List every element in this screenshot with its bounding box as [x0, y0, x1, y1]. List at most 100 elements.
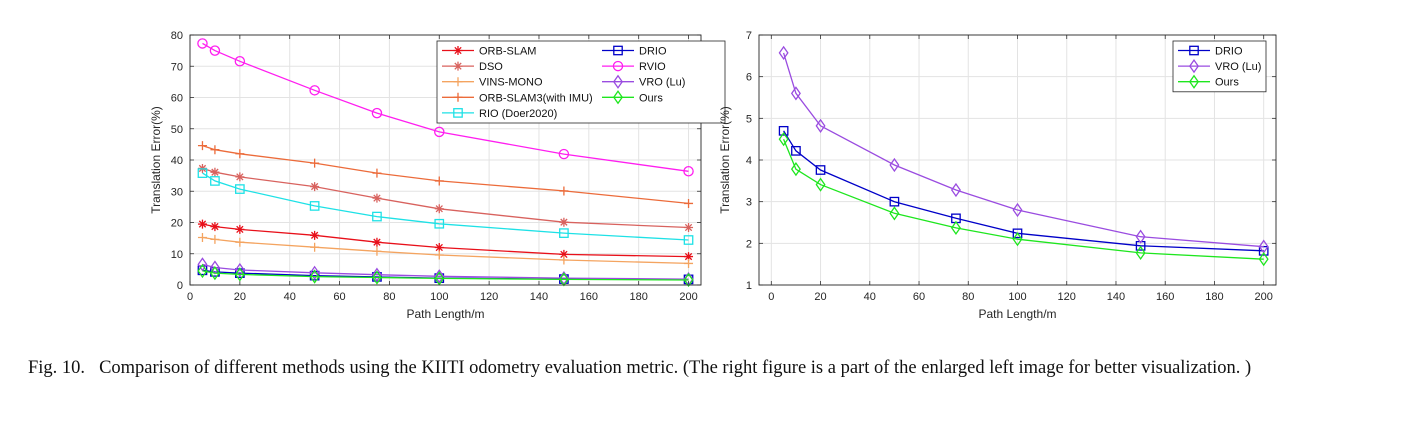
data-point	[778, 132, 789, 147]
data-point	[1012, 202, 1023, 218]
data-point	[684, 198, 694, 208]
legend-label: VRO (Lu)	[639, 77, 685, 89]
x-tick-label: 80	[962, 291, 974, 303]
series-line	[202, 167, 689, 229]
data-point	[889, 196, 900, 207]
series-line	[782, 52, 1264, 248]
legend-marker	[612, 60, 624, 72]
legend-label: ORB-SLAM3(with IMU)	[479, 92, 593, 104]
data-point	[197, 38, 208, 49]
y-axis-label: Translation Error(%)	[718, 106, 732, 214]
y-tick-label: 7	[746, 30, 752, 42]
y-tick-label: 3	[746, 197, 752, 209]
x-tick-label: 120	[480, 291, 498, 303]
data-point	[372, 193, 382, 203]
legend-label: DRIO	[1215, 46, 1243, 58]
legend-marker	[1189, 45, 1199, 56]
legend-marker	[1189, 74, 1199, 89]
y-tick-label: 1	[746, 280, 752, 292]
series-line	[782, 138, 1264, 260]
series-rvio	[197, 38, 694, 177]
x-axis-label: Path Length/m	[978, 307, 1056, 321]
data-point	[372, 168, 382, 178]
series-vro-lu-	[778, 45, 1269, 254]
data-point	[684, 223, 694, 232]
data-point	[310, 242, 320, 252]
data-point	[815, 165, 826, 175]
y-tick-label: 40	[171, 155, 183, 167]
data-point	[434, 126, 445, 138]
data-point	[371, 267, 382, 282]
x-tick-label: 140	[530, 291, 548, 303]
data-point	[234, 56, 246, 67]
series-rio-doer2020-	[197, 168, 694, 245]
legend-marker	[453, 61, 463, 71]
data-point	[372, 211, 382, 222]
data-point	[197, 263, 208, 279]
data-point	[235, 224, 245, 234]
data-point	[209, 45, 221, 56]
legend-box	[436, 40, 726, 124]
caption-label: Fig. 10.	[28, 358, 86, 378]
data-point	[1258, 252, 1269, 267]
data-point	[235, 237, 245, 247]
legend: DRIO VRO (Lu) Ours	[1172, 40, 1267, 93]
y-tick-label: 0	[177, 280, 183, 292]
data-point	[558, 148, 570, 160]
x-tick-label: 120	[1058, 291, 1076, 303]
x-tick-label: 160	[580, 291, 598, 303]
data-point	[684, 258, 694, 268]
data-point	[371, 107, 383, 119]
chart-1: 0 20 40 60 80 100 120 140 160 180 200 0 10 20 30 40 50 60…	[149, 30, 726, 321]
data-point	[1012, 232, 1023, 247]
data-point	[434, 204, 444, 214]
data-point	[950, 220, 961, 236]
y-tick-label: 4	[746, 155, 752, 167]
data-point	[889, 157, 900, 173]
legend-marker	[453, 108, 463, 118]
x-tick-label: 20	[814, 291, 826, 303]
data-point	[791, 145, 801, 156]
data-point	[778, 45, 789, 61]
data-point	[559, 228, 569, 238]
data-point	[310, 182, 320, 192]
data-point	[559, 249, 569, 259]
data-point	[1135, 229, 1146, 244]
y-tick-label: 50	[171, 124, 183, 136]
data-point	[684, 252, 694, 262]
y-tick-label: 20	[171, 218, 183, 230]
data-point	[210, 145, 220, 155]
legend-label: RIO (Doer2020)	[479, 108, 557, 120]
data-point	[372, 237, 382, 247]
data-point	[790, 86, 801, 101]
data-point	[434, 243, 444, 252]
legend-label: DRIO	[639, 46, 667, 58]
legend-marker	[453, 77, 463, 87]
chart-2: 0 20 40 60 80 100 120 140 160 180 200 1 2 3 4 5 6 7 Path L…	[718, 30, 1277, 321]
legend-label: VRO (Lu)	[1215, 61, 1261, 73]
data-point	[234, 267, 245, 282]
data-point	[235, 184, 245, 194]
series-ours	[197, 263, 694, 288]
data-point	[371, 270, 382, 285]
x-tick-label: 200	[679, 291, 697, 303]
x-tick-label: 80	[383, 291, 395, 303]
data-point	[234, 262, 245, 278]
series-orb-slam	[197, 219, 694, 262]
x-tick-label: 100	[1008, 291, 1026, 303]
x-tick-label: 60	[913, 291, 925, 303]
data-point	[559, 217, 569, 227]
data-point	[1012, 228, 1023, 239]
legend-label: VINS-MONO	[479, 77, 543, 89]
legend: ORB-SLAM DSO VINS-MONO ORB-SLAM3(with IMU) R…	[436, 40, 726, 124]
legend-label: Ours	[1215, 77, 1239, 89]
legend-marker	[453, 92, 463, 102]
data-point	[210, 222, 220, 232]
series-drio	[778, 125, 1269, 256]
legend-marker	[453, 46, 463, 55]
data-point	[235, 172, 245, 182]
data-point	[1135, 245, 1146, 261]
x-tick-label: 20	[234, 291, 246, 303]
data-point	[210, 234, 220, 244]
legend-label: RVIO	[639, 61, 666, 73]
